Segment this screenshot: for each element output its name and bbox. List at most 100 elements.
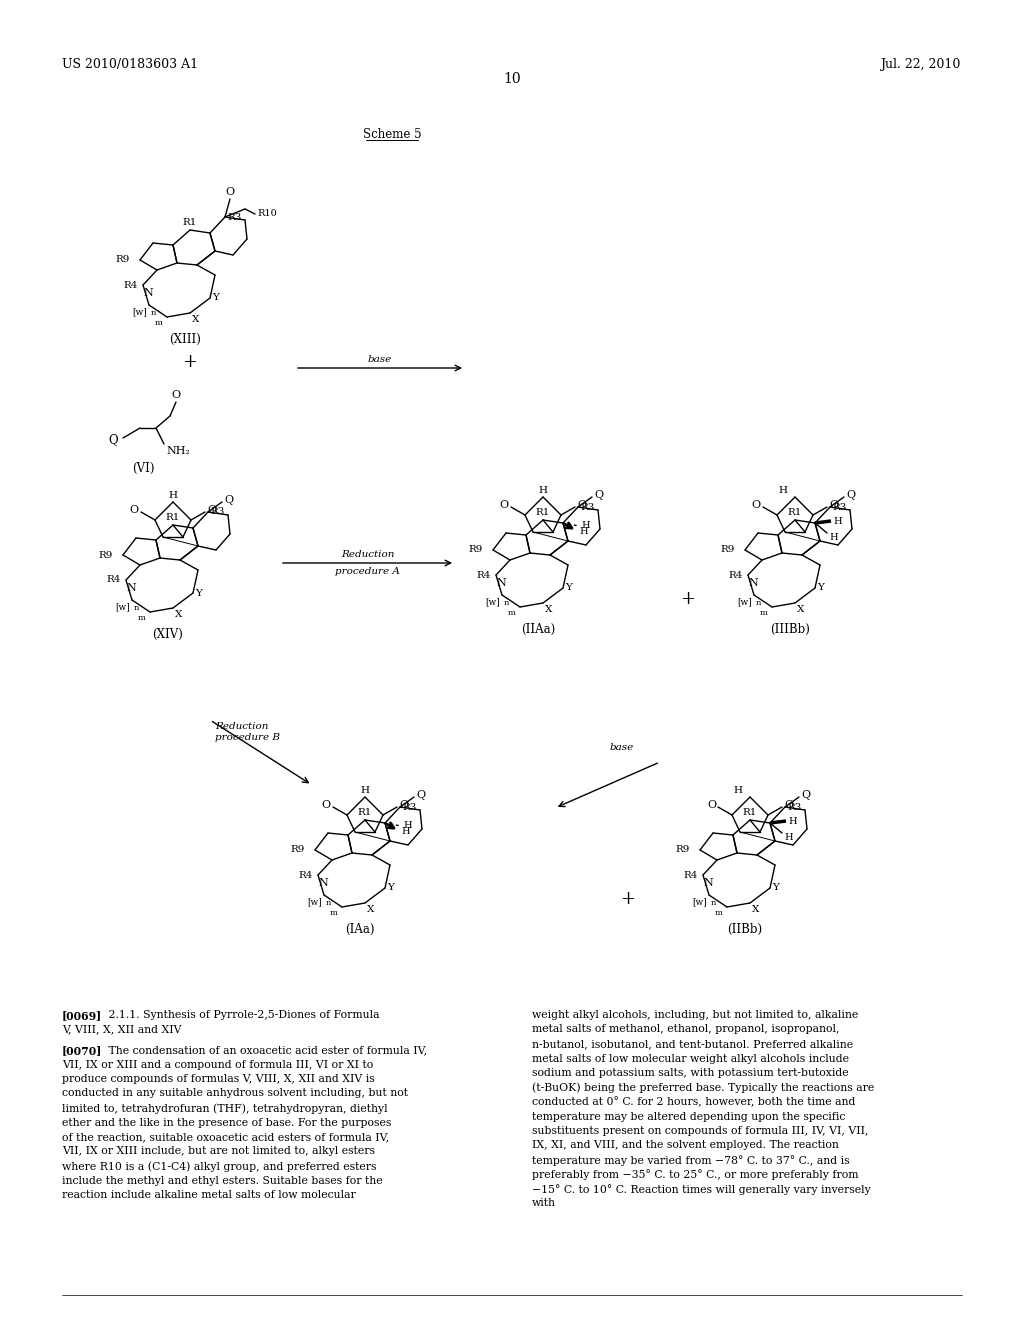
Text: m: m (138, 614, 146, 622)
Text: R9: R9 (116, 256, 130, 264)
Text: Q: Q (416, 789, 425, 800)
Text: O: O (171, 389, 180, 400)
Text: O: O (752, 500, 761, 510)
Text: O: O (829, 500, 838, 510)
Text: O: O (322, 800, 331, 810)
Text: H: H (833, 516, 842, 525)
Text: 2.1.1. Synthesis of Pyrrole-2,5-Diones of Formula: 2.1.1. Synthesis of Pyrrole-2,5-Diones o… (98, 1010, 380, 1020)
Text: (IIIBb): (IIIBb) (770, 623, 810, 636)
Text: metal salts of low molecular weight alkyl alcohols include: metal salts of low molecular weight alky… (532, 1053, 849, 1064)
Text: +: + (621, 890, 636, 908)
Text: R1: R1 (742, 808, 757, 817)
Text: (IAa): (IAa) (345, 923, 375, 936)
Text: [w]: [w] (116, 602, 130, 611)
Text: Reduction: Reduction (341, 550, 394, 558)
Text: Y: Y (817, 583, 824, 593)
Text: X: X (367, 906, 375, 913)
Text: [w]: [w] (307, 898, 322, 906)
Text: N: N (143, 288, 153, 298)
Text: H: H (829, 533, 838, 543)
Text: substituents present on compounds of formula III, IV, VI, VII,: substituents present on compounds of for… (532, 1126, 868, 1137)
Text: O: O (130, 506, 139, 515)
Text: Scheme 5: Scheme 5 (362, 128, 421, 141)
Text: X: X (175, 610, 182, 619)
Text: temperature may be altered depending upon the specific: temperature may be altered depending upo… (532, 1111, 846, 1122)
Text: ether and the like in the presence of base. For the purposes: ether and the like in the presence of ba… (62, 1118, 391, 1127)
Text: H: H (403, 821, 412, 829)
Text: O: O (399, 800, 409, 810)
Text: R4: R4 (124, 281, 138, 289)
Text: +: + (182, 352, 198, 371)
Text: R4: R4 (729, 570, 743, 579)
Text: reaction include alkaline metal salts of low molecular: reaction include alkaline metal salts of… (62, 1191, 355, 1200)
Text: X: X (193, 315, 200, 323)
Text: H: H (539, 486, 548, 495)
Text: m: m (155, 319, 163, 327)
Text: Reduction: Reduction (215, 722, 268, 731)
Text: include the methyl and ethyl esters. Suitable bases for the: include the methyl and ethyl esters. Sui… (62, 1176, 383, 1185)
Text: Q: Q (594, 490, 603, 500)
Text: H: H (788, 817, 797, 825)
Text: H: H (784, 833, 793, 842)
Text: n: n (711, 899, 717, 907)
Text: R1: R1 (536, 508, 550, 517)
Text: 10: 10 (503, 73, 521, 86)
Text: The condensation of an oxoacetic acid ester of formula IV,: The condensation of an oxoacetic acid es… (98, 1045, 427, 1055)
Text: H: H (581, 520, 590, 529)
Text: R9: R9 (98, 550, 113, 560)
Text: R9: R9 (291, 846, 305, 854)
Text: R4: R4 (684, 870, 698, 879)
Text: [w]: [w] (485, 597, 500, 606)
Text: X: X (752, 906, 760, 913)
Text: m: m (760, 609, 768, 616)
Text: X: X (545, 605, 552, 614)
Text: n: n (756, 599, 762, 607)
Text: base: base (368, 355, 392, 364)
Text: R1: R1 (357, 808, 372, 817)
Text: (IIBb): (IIBb) (727, 923, 763, 936)
Text: US 2010/0183603 A1: US 2010/0183603 A1 (62, 58, 198, 71)
Text: procedure A: procedure A (335, 568, 400, 576)
Text: N: N (126, 583, 136, 593)
Text: R10: R10 (257, 209, 276, 218)
Text: R4: R4 (476, 570, 490, 579)
Text: where R10 is a (C1-C4) alkyl group, and preferred esters: where R10 is a (C1-C4) alkyl group, and … (62, 1162, 377, 1172)
Text: n-butanol, isobutanol, and tent-butanol. Preferred alkaline: n-butanol, isobutanol, and tent-butanol.… (532, 1039, 853, 1049)
Text: procedure B: procedure B (215, 733, 280, 742)
Text: O: O (577, 500, 586, 510)
Text: of the reaction, suitable oxoacetic acid esters of formula IV,: of the reaction, suitable oxoacetic acid… (62, 1133, 389, 1142)
Text: conducted at 0° C. for 2 hours, however, both the time and: conducted at 0° C. for 2 hours, however,… (532, 1097, 855, 1107)
Text: H: H (733, 785, 742, 795)
Text: (t-BuOK) being the preferred base. Typically the reactions are: (t-BuOK) being the preferred base. Typic… (532, 1082, 874, 1093)
Text: (VI): (VI) (132, 462, 155, 475)
Text: Y: Y (212, 293, 219, 302)
Text: Y: Y (387, 883, 394, 892)
Text: NH₂: NH₂ (166, 446, 189, 455)
Text: VII, IX or XIII include, but are not limited to, alkyl esters: VII, IX or XIII include, but are not lim… (62, 1147, 375, 1156)
Text: R1: R1 (183, 218, 198, 227)
Text: [w]: [w] (737, 597, 752, 606)
Text: +: + (681, 590, 695, 609)
Text: H: H (169, 491, 177, 500)
Text: R4: R4 (299, 870, 313, 879)
Text: Q: Q (801, 789, 810, 800)
Text: X: X (797, 605, 805, 614)
Text: conducted in any suitable anhydrous solvent including, but not: conducted in any suitable anhydrous solv… (62, 1089, 408, 1098)
Text: (IIAa): (IIAa) (521, 623, 555, 636)
Text: O: O (207, 506, 216, 515)
Text: Y: Y (565, 583, 571, 593)
Text: R3: R3 (227, 213, 242, 222)
Text: [w]: [w] (132, 308, 147, 315)
Text: n: n (134, 605, 139, 612)
Text: R1: R1 (787, 508, 802, 517)
Text: R9: R9 (676, 846, 690, 854)
Text: V, VIII, X, XII and XIV: V, VIII, X, XII and XIV (62, 1024, 181, 1035)
Text: preferably from −35° C. to 25° C., or more preferably from: preferably from −35° C. to 25° C., or mo… (532, 1170, 858, 1180)
Text: R9: R9 (469, 545, 483, 554)
Text: temperature may be varied from −78° C. to 37° C., and is: temperature may be varied from −78° C. t… (532, 1155, 850, 1166)
Text: H: H (360, 785, 370, 795)
Text: R9: R9 (721, 545, 735, 554)
Text: O: O (500, 500, 509, 510)
Text: m: m (508, 609, 516, 616)
Text: N: N (318, 878, 328, 888)
